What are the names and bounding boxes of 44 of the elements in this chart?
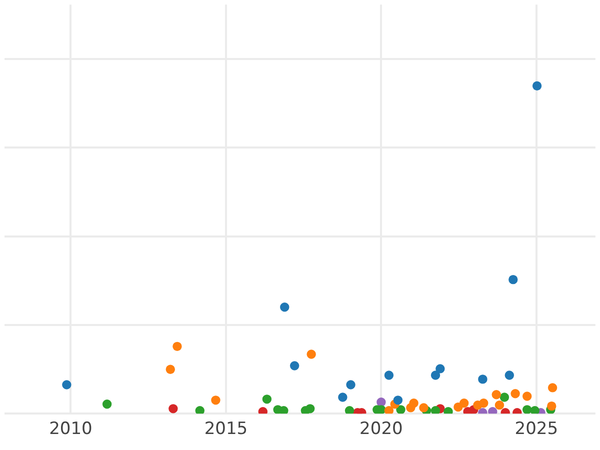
point xyxy=(384,406,394,414)
x-tick-label: 2020 xyxy=(360,419,403,440)
point xyxy=(419,403,428,412)
point xyxy=(547,401,556,411)
point xyxy=(478,374,488,384)
point xyxy=(530,406,540,414)
x-tick-label: 2025 xyxy=(514,419,558,440)
point xyxy=(172,342,182,352)
point xyxy=(494,400,504,410)
point xyxy=(166,364,175,374)
point xyxy=(430,406,440,414)
point xyxy=(500,392,510,402)
point xyxy=(548,383,558,392)
point xyxy=(522,405,532,414)
point xyxy=(290,361,300,370)
point xyxy=(436,364,445,374)
point xyxy=(305,404,315,414)
point xyxy=(195,406,204,414)
point xyxy=(504,370,514,380)
point xyxy=(346,380,356,390)
point xyxy=(338,392,348,402)
point xyxy=(459,398,469,408)
point xyxy=(102,399,112,409)
point xyxy=(393,396,403,405)
point xyxy=(168,404,178,414)
point xyxy=(508,274,518,284)
x-tick-label: 2015 xyxy=(204,419,248,440)
x-tick-label: 2010 xyxy=(49,419,92,440)
point xyxy=(306,350,316,359)
point xyxy=(522,392,532,401)
point xyxy=(492,390,501,400)
point xyxy=(510,389,520,398)
point xyxy=(532,81,542,90)
point xyxy=(344,406,354,414)
point xyxy=(430,370,440,380)
point xyxy=(211,396,220,405)
point xyxy=(409,398,418,408)
point xyxy=(396,405,406,414)
point xyxy=(262,394,272,404)
point xyxy=(279,406,288,414)
point xyxy=(62,380,72,390)
point xyxy=(280,302,290,312)
point xyxy=(384,370,394,380)
point xyxy=(479,398,488,408)
